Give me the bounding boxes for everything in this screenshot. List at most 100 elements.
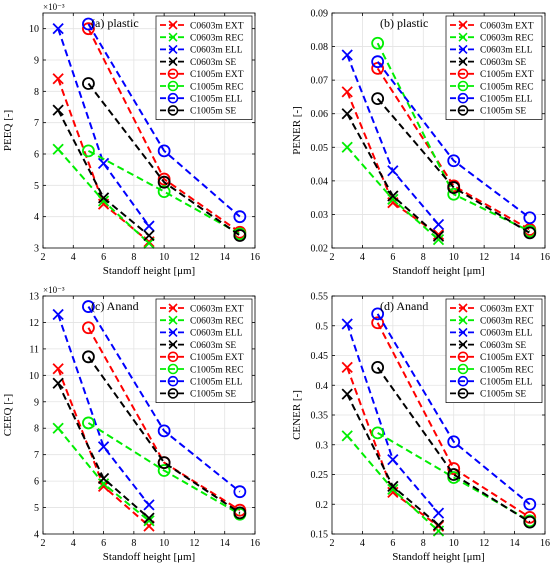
chart-panel-1: 2 4 6 8 10 12 14 16 3 4 5 6 7 8 9 10 ×10⁻³ Standoff heigh… (2, 2, 260, 277)
y-tick-label: 0.03 (311, 210, 329, 221)
legend-marker (168, 303, 178, 313)
legend-marker (458, 315, 468, 325)
data-point (157, 175, 171, 189)
x-axis-label: Standoff height [μm] (103, 265, 195, 277)
series-line (87, 356, 241, 514)
legend-label: C0603m EXT (480, 304, 534, 314)
data-point (97, 192, 110, 204)
y-tick-label: 13 (29, 292, 39, 303)
chart-panel-2: 2 4 6 8 10 12 14 16 0.02 0.03 0.04 0.05 0.06 0.07 0.08… (291, 9, 550, 278)
legend-item: C1005m EXT (450, 351, 534, 363)
y-tick-label: 11 (29, 344, 39, 355)
data-point (523, 226, 537, 240)
series-c1005m-se (82, 77, 247, 242)
x-tick-label: 8 (131, 538, 136, 549)
y-tick-label: 0.07 (311, 76, 329, 87)
data-point (97, 195, 110, 207)
data-point (157, 144, 171, 158)
legend-marker (167, 80, 179, 92)
series-c0603m-se (341, 388, 445, 531)
legend-item: C1005m ELL (160, 375, 243, 388)
x-tick-label: 14 (510, 538, 520, 549)
data-point (233, 485, 247, 499)
x-tick-label: 10 (159, 252, 169, 263)
series-c0603m-se (52, 377, 155, 524)
legend-label: C0603m ELL (480, 329, 533, 339)
series-line (87, 327, 241, 512)
data-point (143, 229, 155, 242)
legend-marker (458, 327, 468, 337)
legend-label: C0603m EXT (190, 304, 244, 314)
data-point (157, 424, 171, 438)
y-tick-label: 0.15 (311, 530, 329, 541)
x-tick-label: 16 (540, 538, 550, 549)
data-point (371, 307, 385, 321)
data-point (387, 483, 399, 496)
y-tick-label: 0.2 (316, 500, 329, 511)
x-tick-label: 2 (330, 538, 335, 549)
axes-frame (42, 12, 256, 249)
legend-marker (167, 388, 179, 399)
y-tick-label: 0.35 (311, 411, 329, 422)
legend-label: C0603m REC (190, 317, 244, 327)
legend-item: C1005m EXT (160, 351, 244, 363)
legend-item: C1005m SE (450, 388, 526, 400)
x-axis-label: Standoff height [μm] (103, 551, 195, 563)
data-point (157, 185, 171, 199)
y-tick-label: 0.04 (311, 176, 329, 187)
legend-label: C0603m SE (190, 341, 236, 351)
data-point (233, 506, 247, 520)
legend-marker (458, 44, 468, 54)
chart-panel-3: 2 4 6 8 10 12 14 1645678910111213×10⁻³Standoff … (2, 285, 260, 563)
series-c1005m-ell (82, 300, 247, 499)
series-c0603m-se (52, 104, 155, 242)
data-point (233, 229, 247, 242)
data-point (157, 456, 171, 470)
y-tick-label: 10 (29, 24, 39, 35)
legend-label: C1005m EXT (190, 70, 244, 80)
series-line (57, 314, 150, 506)
legend-marker (457, 351, 469, 363)
panel-title: (a) plastic (91, 16, 139, 30)
x-axis-label: Standoff height [μm] (392, 551, 484, 563)
legend-item: C0603m SE (450, 340, 526, 351)
series-c1005m-se (371, 360, 537, 529)
legend-label: C0603m SE (480, 58, 526, 68)
legend-item: C0603m EXT (160, 20, 244, 31)
data-point (52, 104, 64, 116)
legend-label: C1005m ELL (480, 378, 533, 388)
series-c1005m-ell (371, 55, 537, 225)
y-tick-label: 0.55 (311, 292, 329, 303)
legend-label: C1005m SE (480, 390, 526, 400)
data-point (432, 519, 445, 531)
x-tick-label: 14 (220, 252, 230, 263)
data-point (523, 515, 537, 529)
data-point (341, 49, 353, 61)
legend-marker (168, 340, 178, 350)
legend: C0603m EXT C0603m REC C0603m ELL C0603m SE C… (155, 298, 253, 403)
legend-marker (457, 92, 469, 104)
legend-marker (457, 388, 469, 399)
series-line (87, 149, 241, 235)
data-point (341, 141, 353, 153)
data-point (143, 512, 155, 524)
legend-marker (458, 57, 468, 67)
y-tick-label: 5 (34, 181, 39, 192)
x-tick-label: 12 (189, 538, 199, 549)
series-line (376, 97, 531, 234)
legend-item: C0603m REC (160, 315, 244, 327)
series-line (57, 28, 150, 227)
legend-item: C1005m ELL (450, 375, 533, 388)
x-tick-label: 10 (449, 538, 459, 549)
data-point (387, 453, 399, 466)
legend-marker (167, 363, 179, 375)
data-point (387, 480, 399, 493)
series-line (87, 23, 241, 218)
data-point (447, 435, 461, 449)
legend-item: C1005m ELL (450, 92, 533, 105)
x-tick-label: 10 (159, 538, 169, 549)
data-point (371, 55, 385, 69)
y-tick-label: 0.25 (311, 470, 329, 481)
legend-item: C0603m ELL (160, 327, 243, 339)
series-c0603m-ell (341, 318, 445, 519)
